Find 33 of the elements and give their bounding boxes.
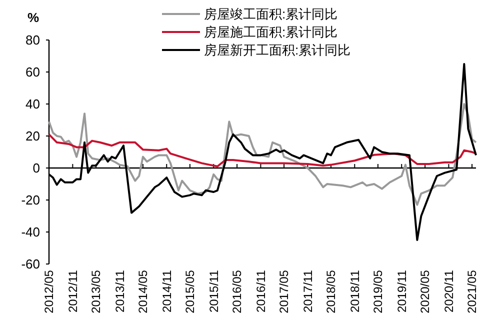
legend-label: 房屋竣工面积:累计同比 xyxy=(204,6,338,22)
y-tick-label: 40 xyxy=(26,96,40,112)
x-tick-label: 2018/05 xyxy=(324,270,338,314)
legend-label: 房屋施工面积:累计同比 xyxy=(204,24,338,40)
y-tick-label: 80 xyxy=(26,32,40,48)
x-tick-label: 2020/05 xyxy=(418,270,432,314)
x-tick-label: 2013/11 xyxy=(112,270,127,312)
x-tick-label: 2015/11 xyxy=(206,270,221,312)
y-tick-label: 20 xyxy=(26,128,40,144)
x-tick-label: 2017/11 xyxy=(300,270,315,312)
x-tick-label: 2014/11 xyxy=(160,270,174,312)
y-tick-label: 60 xyxy=(26,64,40,80)
x-tick-label: 2019/11 xyxy=(394,270,409,312)
x-tick-label: 2012/11 xyxy=(66,270,80,312)
x-tick-label: 2014/05 xyxy=(136,270,150,314)
y-tick-label: 0 xyxy=(32,160,40,176)
x-tick-label: 2021/05 xyxy=(465,270,480,314)
x-tick-label: 2020/11 xyxy=(442,270,456,312)
x-tick-label: 2012/05 xyxy=(42,270,56,314)
x-tick-label: 2017/05 xyxy=(277,270,292,314)
y-tick-label: -20 xyxy=(21,192,40,208)
x-tick-label: 2016/11 xyxy=(254,270,268,312)
x-tick-label: 2019/05 xyxy=(371,270,386,314)
x-tick-label: 2018/11 xyxy=(348,270,362,312)
x-tick-label: 2015/05 xyxy=(183,270,198,314)
line-series xyxy=(48,133,477,168)
legend-label: 房屋新开工面积:累计同比 xyxy=(204,42,351,58)
x-tick-label: 2013/05 xyxy=(89,270,104,314)
y-tick-label: -60 xyxy=(21,256,40,272)
y-tick-label: -40 xyxy=(21,224,40,240)
x-tick-label: 2016/05 xyxy=(230,270,244,314)
line-series xyxy=(48,103,477,206)
y-axis-title: % xyxy=(27,10,40,25)
